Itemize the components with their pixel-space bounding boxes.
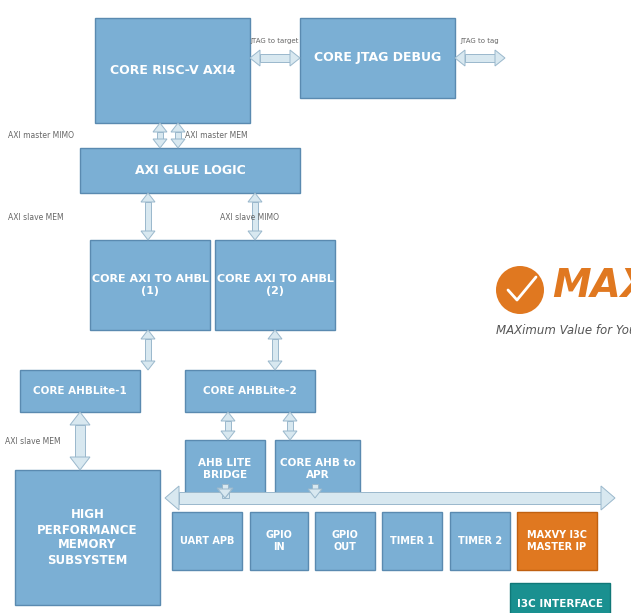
Polygon shape: [141, 193, 155, 202]
Bar: [15, 470, 160, 605]
Polygon shape: [312, 484, 318, 489]
Text: GPIO
IN: GPIO IN: [266, 530, 292, 552]
Bar: [20, 370, 140, 412]
Polygon shape: [153, 139, 167, 148]
Circle shape: [496, 266, 544, 314]
Bar: [450, 512, 510, 570]
Polygon shape: [308, 489, 322, 498]
Text: CORE AXI TO AHBL
(2): CORE AXI TO AHBL (2): [216, 274, 333, 296]
Text: CORE AHBLite-2: CORE AHBLite-2: [203, 386, 297, 396]
Text: MAXVY: MAXVY: [552, 267, 631, 305]
Text: I3C INTERFACE: I3C INTERFACE: [517, 599, 603, 609]
Polygon shape: [225, 421, 231, 431]
Polygon shape: [221, 431, 235, 440]
Polygon shape: [268, 330, 282, 339]
Bar: [300, 18, 455, 98]
Polygon shape: [179, 492, 601, 504]
Bar: [95, 18, 250, 123]
Text: AXI GLUE LOGIC: AXI GLUE LOGIC: [134, 164, 245, 177]
Polygon shape: [141, 330, 155, 339]
Polygon shape: [260, 54, 290, 62]
Bar: [185, 370, 315, 412]
Polygon shape: [175, 132, 181, 139]
Bar: [80, 148, 300, 193]
Text: CORE AHB to
APR: CORE AHB to APR: [280, 458, 355, 480]
Polygon shape: [272, 339, 278, 361]
Text: JTAG to target: JTAG to target: [251, 38, 299, 44]
Text: AXI slave MIMO: AXI slave MIMO: [220, 213, 279, 221]
Text: CORE AXI TO AHBL
(1): CORE AXI TO AHBL (1): [91, 274, 208, 296]
Text: MAXVY I3C
MASTER IP: MAXVY I3C MASTER IP: [527, 530, 587, 552]
Text: TIMER 2: TIMER 2: [458, 536, 502, 546]
Polygon shape: [157, 132, 163, 139]
Text: CORE RISC-V AXI4: CORE RISC-V AXI4: [110, 64, 235, 77]
Polygon shape: [268, 361, 282, 370]
Polygon shape: [248, 231, 262, 240]
Polygon shape: [165, 486, 179, 510]
Polygon shape: [221, 488, 228, 498]
Text: MAXimum Value for You: MAXimum Value for You: [496, 324, 631, 337]
Polygon shape: [221, 412, 235, 421]
Polygon shape: [283, 412, 297, 421]
Text: CORE JTAG DEBUG: CORE JTAG DEBUG: [314, 51, 441, 64]
Polygon shape: [218, 489, 232, 498]
Polygon shape: [70, 412, 90, 425]
Text: AXI slave MEM: AXI slave MEM: [8, 213, 64, 221]
Polygon shape: [465, 54, 495, 62]
Polygon shape: [70, 457, 90, 470]
Text: GPIO
OUT: GPIO OUT: [331, 530, 358, 552]
Polygon shape: [287, 421, 293, 431]
Bar: [517, 512, 597, 570]
Bar: [250, 512, 308, 570]
Bar: [90, 240, 210, 330]
Bar: [510, 583, 610, 613]
Bar: [275, 440, 360, 498]
Polygon shape: [171, 139, 185, 148]
Polygon shape: [290, 50, 300, 66]
Polygon shape: [222, 484, 228, 489]
Text: AXI master MIMO: AXI master MIMO: [8, 132, 74, 140]
Polygon shape: [252, 202, 258, 231]
Bar: [215, 240, 335, 330]
Bar: [315, 512, 375, 570]
Polygon shape: [75, 425, 85, 457]
Polygon shape: [145, 202, 151, 231]
Polygon shape: [455, 50, 465, 66]
Text: AHB LITE
BRIDGE: AHB LITE BRIDGE: [198, 458, 252, 480]
Polygon shape: [171, 123, 185, 132]
Polygon shape: [141, 361, 155, 370]
Polygon shape: [153, 123, 167, 132]
Text: CORE AHBLite-1: CORE AHBLite-1: [33, 386, 127, 396]
Text: AXI master MEM: AXI master MEM: [185, 132, 247, 140]
Bar: [185, 440, 265, 498]
Polygon shape: [250, 50, 260, 66]
Bar: [382, 512, 442, 570]
Text: UART APB: UART APB: [180, 536, 234, 546]
Polygon shape: [248, 193, 262, 202]
Polygon shape: [601, 486, 615, 510]
Text: HIGH
PERFORMANCE
MEMORY
SUBSYSTEM: HIGH PERFORMANCE MEMORY SUBSYSTEM: [37, 509, 138, 566]
Text: JTAG to tag: JTAG to tag: [461, 38, 499, 44]
Text: TIMER 1: TIMER 1: [390, 536, 434, 546]
Polygon shape: [141, 231, 155, 240]
Polygon shape: [145, 339, 151, 361]
Polygon shape: [495, 50, 505, 66]
Text: AXI slave MEM: AXI slave MEM: [5, 436, 61, 446]
Polygon shape: [217, 488, 233, 498]
Polygon shape: [283, 431, 297, 440]
Bar: [172, 512, 242, 570]
